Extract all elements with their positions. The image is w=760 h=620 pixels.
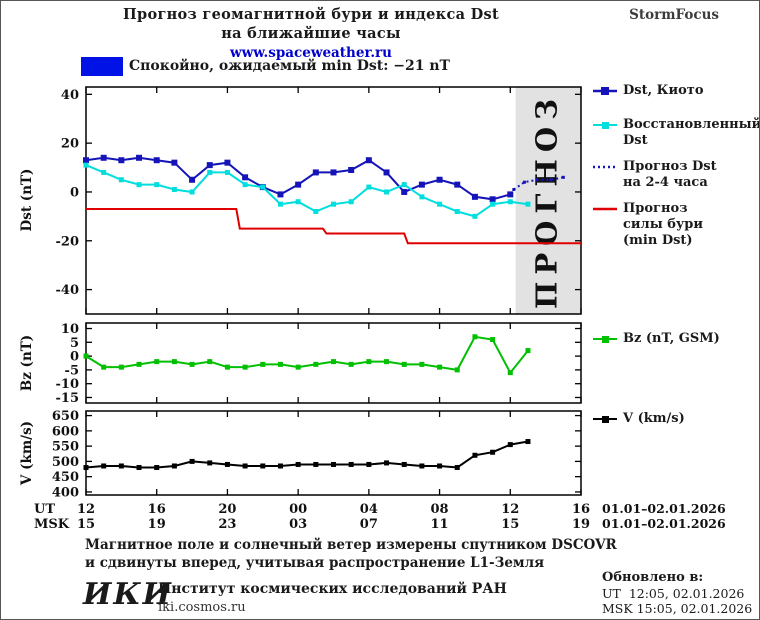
measurement-note-line1: Магнитное поле и солнечный ветер измерен… xyxy=(85,537,617,553)
ut-tick-label: 00 xyxy=(289,502,307,517)
msk-tick-label: 23 xyxy=(218,517,236,532)
y-tick-label: 0 xyxy=(70,185,79,200)
msk-tick-label: 19 xyxy=(572,517,590,532)
brand-label: StormFocus xyxy=(629,7,719,23)
legend-label: силы бури xyxy=(623,217,704,232)
status-banner-text: Спокойно, ожидаемый min Dst: −21 nT xyxy=(129,58,450,74)
v-legend-marker xyxy=(593,416,617,423)
bz-axis-label: Bz (nT) xyxy=(19,335,35,391)
ut-row-label: UT xyxy=(34,502,55,517)
restored-dst-legend-marker xyxy=(593,122,617,129)
v-series-0 xyxy=(83,439,531,471)
storm-level-swatch xyxy=(81,57,123,76)
y-tick-label: 600 xyxy=(52,424,79,439)
legend-label: Dst xyxy=(623,133,648,148)
ut-tick-label: 08 xyxy=(431,502,449,517)
page-title-line2: на ближайшие часы xyxy=(221,25,401,42)
updated-ut: UT 12:05, 02.01.2026 xyxy=(602,586,745,601)
updated-label: Обновлено в: xyxy=(602,570,704,585)
forecast-region xyxy=(515,87,581,314)
ut-tick-label: 20 xyxy=(218,502,236,517)
legend-storm-forecast: Прогноз силы бури (min Dst) xyxy=(593,201,759,249)
y-tick-label: 5 xyxy=(70,336,79,351)
y-tick-label: 450 xyxy=(52,470,79,485)
ut-date-range: 01.01–02.01.2026 xyxy=(602,501,726,516)
y-tick-label: -20 xyxy=(56,234,80,249)
measurement-note-line2: и сдвинуты вперед, учитывая распростране… xyxy=(85,554,545,571)
dst-axis-label: Dst (nT) xyxy=(19,169,35,232)
ut-tick-label: 12 xyxy=(77,502,95,517)
legend-forecast-dst: Прогноз Dst на 2-4 часа xyxy=(593,159,759,191)
dst-series-1 xyxy=(83,162,531,219)
y-tick-label: 10 xyxy=(61,322,79,337)
y-tick-label: 500 xyxy=(52,455,79,470)
msk-tick-label: 11 xyxy=(431,517,449,532)
legend-label: Dst, Киото xyxy=(623,83,704,98)
dst-series-2 xyxy=(512,175,565,192)
dst-series-3 xyxy=(86,208,581,245)
v-axis-label: V (km/s) xyxy=(19,421,35,486)
y-tick-label: -5 xyxy=(65,363,79,378)
y-tick-label: 20 xyxy=(61,137,79,152)
institute-name: Институт космических исследований РАН xyxy=(158,581,507,597)
bz-series-0 xyxy=(83,334,531,376)
forecast-dst-legend-marker xyxy=(593,165,617,169)
y-tick-label: -40 xyxy=(56,283,80,298)
ut-tick-label: 16 xyxy=(148,502,166,517)
updated-msk: MSK 15:05, 02.01.2026 xyxy=(602,601,753,616)
iki-logo: ИКИ xyxy=(83,577,173,612)
dst-series-0 xyxy=(83,154,514,203)
msk-date-range: 01.01–02.01.2026 xyxy=(602,516,726,531)
y-tick-label: -10 xyxy=(56,377,80,392)
legend-label: Прогноз xyxy=(623,201,688,216)
ut-tick-label: 16 xyxy=(572,502,590,517)
msk-tick-label: 03 xyxy=(289,517,307,532)
msk-tick-label: 15 xyxy=(77,517,95,532)
msk-tick-label: 15 xyxy=(501,517,519,532)
legend-bz: Bz (nT, GSM) xyxy=(593,331,759,347)
page-title-line1: Прогноз геомагнитной бури и индекса Dst xyxy=(123,6,499,23)
legend-label: на 2-4 часа xyxy=(623,175,708,190)
legend-label: Bz (nT, GSM) xyxy=(623,331,720,346)
legend-label: V (km/s) xyxy=(623,411,685,426)
storm-forecast-legend-marker xyxy=(593,207,617,211)
msk-tick-label: 19 xyxy=(148,517,166,532)
ut-tick-label: 04 xyxy=(360,502,378,517)
dst-kyoto-legend-marker xyxy=(593,87,617,95)
y-tick-label: 400 xyxy=(52,485,79,500)
legend-label: Восстановленный xyxy=(623,117,760,132)
msk-row-label: MSK xyxy=(34,517,70,532)
legend-label: (min Dst) xyxy=(623,233,693,248)
bz-legend-marker xyxy=(593,336,617,343)
spaceweather-link[interactable]: www.spaceweather.ru xyxy=(230,45,392,61)
dst-plot: ПРОГНОЗ 40 20 0 -20 -40 Dst (nT) xyxy=(19,86,582,315)
forecast-watermark: ПРОГНОЗ xyxy=(529,92,563,309)
legend-dst-kyoto: Dst, Киото xyxy=(593,83,759,99)
legend-restored-dst: Восстановленный Dst xyxy=(593,117,760,149)
legend-label: Прогноз Dst xyxy=(623,159,717,174)
measurement-note: Магнитное поле и солнечный ветер измерен… xyxy=(85,537,617,572)
msk-tick-label: 07 xyxy=(360,517,378,532)
header: Прогноз геомагнитной бури и индекса Dst … xyxy=(81,6,541,61)
y-tick-label: 650 xyxy=(52,409,79,424)
y-tick-label: -15 xyxy=(56,391,80,406)
y-tick-label: 0 xyxy=(70,350,79,365)
legend-v: V (km/s) xyxy=(593,411,759,427)
y-tick-label: 40 xyxy=(61,88,79,103)
ut-tick-label: 12 xyxy=(501,502,519,517)
y-tick-label: 550 xyxy=(52,440,79,455)
iki-site-link[interactable]: iki.cosmos.ru xyxy=(158,600,246,615)
